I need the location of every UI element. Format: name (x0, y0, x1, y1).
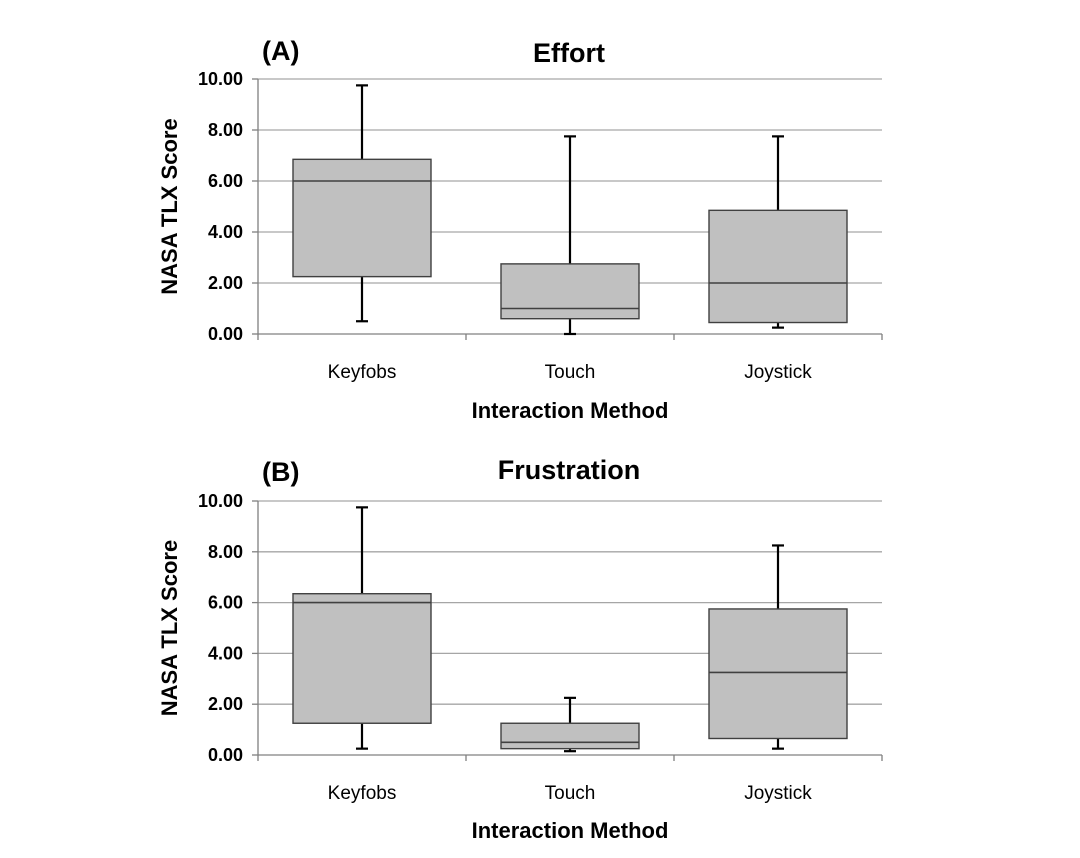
y-tick-label: 4.00 (208, 643, 243, 663)
x-tick-label: Joystick (744, 783, 812, 804)
box-body (500, 722, 640, 750)
box-body (500, 263, 640, 320)
panel-label: (A) (262, 36, 299, 66)
y-tick-label: 6.00 (208, 593, 243, 613)
y-axis-label: NASA TLX Score (157, 118, 182, 294)
x-tick-label: Joystick (744, 362, 812, 383)
chart-panel-a: 0.00 2.00 4.00 6.00 8.00 10.00 Keyfobs Touch Joy… (157, 36, 883, 423)
y-tick-label: 10.00 (198, 491, 243, 511)
box-body (708, 608, 848, 740)
box-joystick (708, 135, 848, 329)
box-body (292, 158, 432, 278)
x-tick-label: Touch (545, 362, 596, 383)
chart-title: Frustration (498, 455, 641, 485)
x-tick-label: Keyfobs (328, 783, 397, 804)
chart-title: Effort (533, 38, 605, 68)
y-tick-label: 2.00 (208, 694, 243, 714)
box-joystick (708, 544, 848, 750)
y-tick-label: 2.00 (208, 273, 243, 293)
x-tick-label: Keyfobs (328, 362, 397, 383)
y-tick-label: 8.00 (208, 542, 243, 562)
box-keyfobs (292, 506, 432, 750)
box-body (292, 593, 432, 724)
box-touch (500, 135, 640, 336)
box-body (708, 209, 848, 324)
box-touch (500, 696, 640, 753)
chart-panel-b: 0.00 2.00 4.00 6.00 8.00 10.00 Keyfobs Touch Joy… (157, 455, 883, 843)
box-keyfobs (292, 84, 432, 323)
y-tick-label: 4.00 (208, 222, 243, 242)
x-axis-label: Interaction Method (472, 398, 669, 423)
panel-label: (B) (262, 457, 299, 487)
y-axis-label: NASA TLX Score (157, 540, 182, 716)
y-tick-label: 10.00 (198, 69, 243, 89)
x-tick-label: Touch (545, 783, 596, 804)
y-tick-label: 8.00 (208, 120, 243, 140)
y-tick-label: 0.00 (208, 324, 243, 344)
y-tick-label: 6.00 (208, 171, 243, 191)
x-axis-label: Interaction Method (472, 818, 669, 843)
y-tick-label: 0.00 (208, 745, 243, 765)
